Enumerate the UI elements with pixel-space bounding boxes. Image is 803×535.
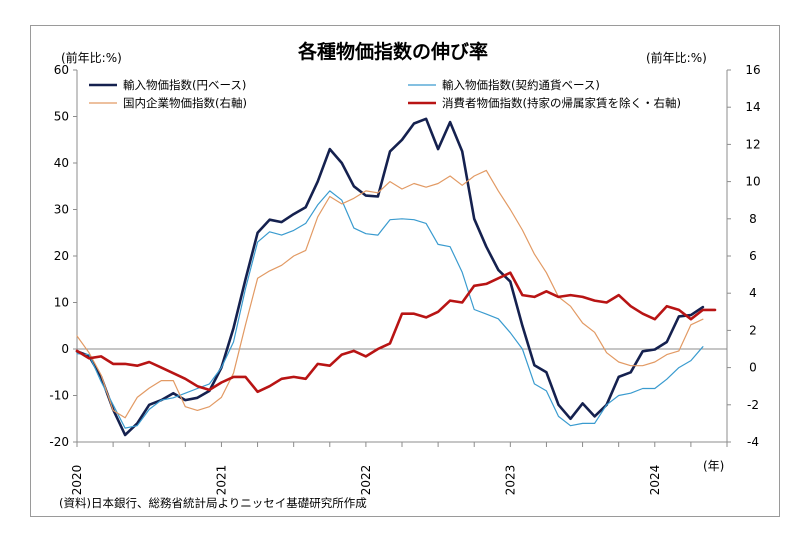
left-tick-label: 50 [54,110,69,124]
left-tick-label: -10 [49,389,69,403]
right-tick-label: 4 [749,286,757,300]
left-tick-label: -20 [49,435,69,449]
x-tick-label: 2020 [70,465,84,496]
left-tick-label: 0 [61,342,69,356]
right-tick-label: 14 [745,100,760,114]
left-tick-label: 10 [54,296,69,310]
legend-label-4: 消費者物価指数(持家の帰属家賃を除く・右軸) [442,96,681,110]
left-tick-label: 40 [54,156,69,170]
x-axis-unit: (年) [703,459,724,473]
series-line-2 [76,190,704,429]
legend-label-3: 国内企業物価指数(右軸) [123,96,247,110]
right-tick-label: -4 [747,435,759,449]
chart-frame: 各種物価指数の伸び率 (前年比:%) (前年比:%) (年) (資料)日本銀行、… [30,25,780,517]
left-tick-label: 20 [54,249,69,263]
x-tick-label: 2021 [214,465,228,496]
right-tick-label: 10 [745,175,760,189]
right-axis-unit: (前年比:%) [646,50,707,65]
series-lines [75,117,717,437]
left-tick-label: 30 [54,203,69,217]
left-axis-unit: (前年比:%) [61,50,122,65]
x-tick-label: 2024 [648,465,662,496]
legend-label-1: 輸入物価指数(円ベース) [123,78,246,92]
series-line-3 [76,169,704,419]
line-chart: 各種物価指数の伸び率 (前年比:%) (前年比:%) (年) (資料)日本銀行、… [49,40,760,510]
source-note: (資料)日本銀行、総務省統計局よりニッセイ基礎研究所作成 [59,496,367,510]
right-tick-label: 2 [749,323,757,337]
right-tick-label: 12 [745,137,760,151]
left-tick-label: 60 [54,63,69,77]
x-tick-label: 2022 [359,465,373,496]
right-tick-label: -2 [747,398,759,412]
chart-title: 各種物価指数の伸び率 [297,40,488,63]
right-tick-label: 6 [749,249,757,263]
right-tick-label: 16 [745,63,760,77]
legend: 輸入物価指数(円ベース) 輸入物価指数(契約通貨ベース) 国内企業物価指数(右軸) 消… [89,78,681,110]
series-line-4 [75,271,717,394]
right-tick-label: 8 [749,212,757,226]
axes: -20-100102030405060-4-202468101214162020… [49,63,760,495]
series-line-1 [75,117,705,437]
right-tick-label: 0 [749,361,757,375]
legend-label-2: 輸入物価指数(契約通貨ベース) [442,78,600,92]
x-tick-label: 2023 [503,465,517,496]
